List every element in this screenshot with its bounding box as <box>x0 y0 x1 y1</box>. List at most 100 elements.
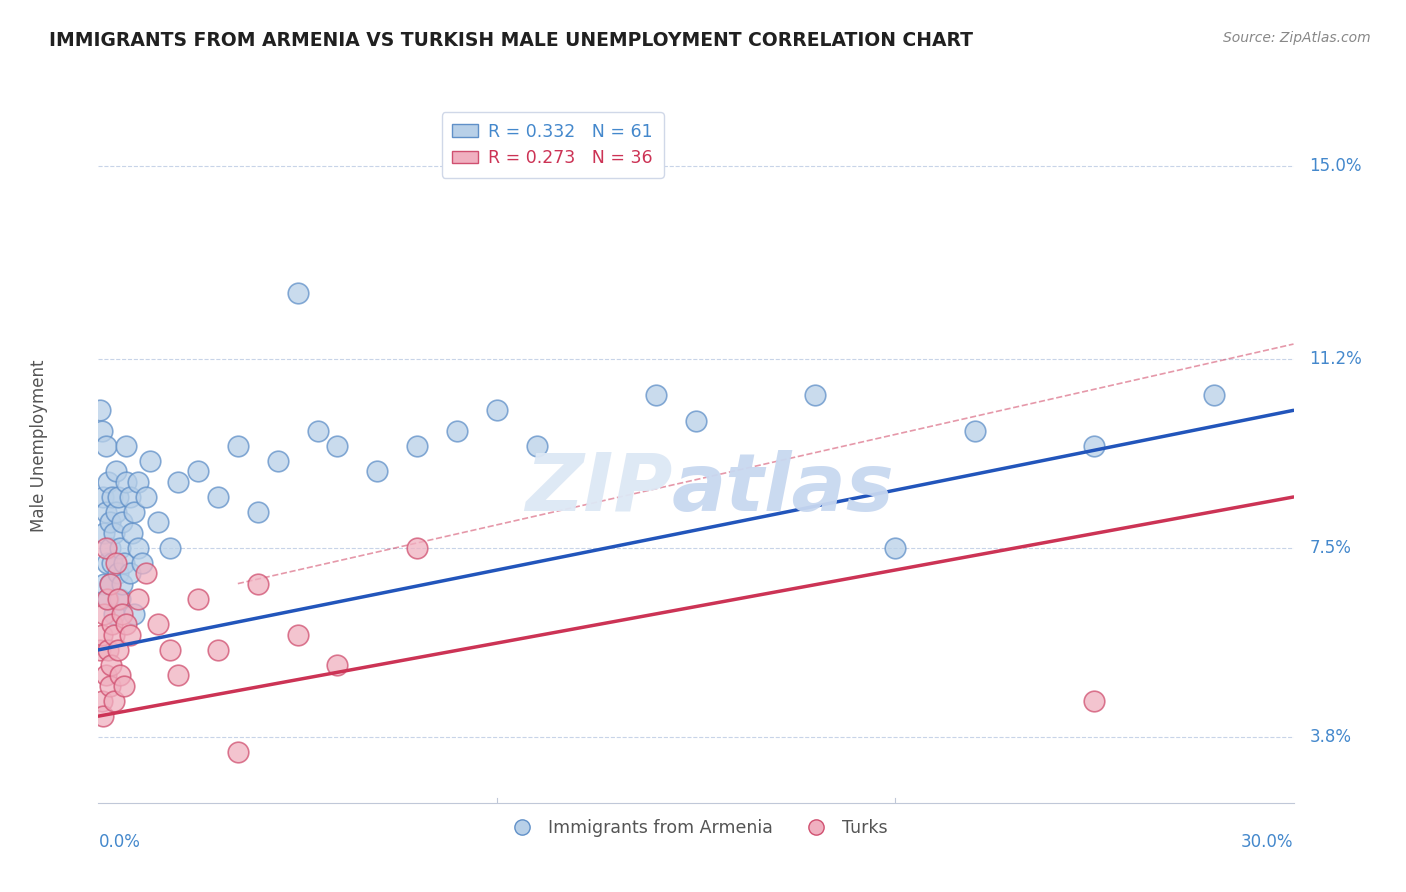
Point <box>287 627 309 641</box>
Point <box>105 465 128 479</box>
Point <box>267 454 290 468</box>
Point <box>226 745 249 759</box>
Point <box>98 541 121 555</box>
Text: ZIP: ZIP <box>524 450 672 528</box>
Legend: Immigrants from Armenia, Turks: Immigrants from Armenia, Turks <box>498 813 894 844</box>
Point <box>101 490 124 504</box>
Point <box>187 465 209 479</box>
Point <box>98 576 122 591</box>
Point <box>326 658 349 673</box>
Point <box>406 439 429 453</box>
Point <box>112 679 135 693</box>
Point <box>103 627 125 641</box>
Point <box>485 403 508 417</box>
Point <box>110 668 132 682</box>
Point <box>326 439 349 453</box>
Point <box>96 591 118 606</box>
Point <box>107 566 129 581</box>
Point <box>96 541 118 555</box>
Point <box>804 388 827 402</box>
Text: Male Unemployment: Male Unemployment <box>30 359 48 533</box>
Point <box>101 556 124 570</box>
Point <box>90 694 112 708</box>
Point <box>91 424 114 438</box>
Point <box>107 591 129 606</box>
Point <box>103 607 125 622</box>
Point <box>111 516 134 530</box>
Point <box>96 505 118 519</box>
Text: 11.2%: 11.2% <box>1309 351 1362 368</box>
Point <box>148 516 170 530</box>
Point <box>110 591 132 606</box>
Point <box>167 475 190 489</box>
Point <box>105 556 128 570</box>
Point <box>98 576 122 591</box>
Point <box>107 490 129 504</box>
Point <box>135 490 157 504</box>
Text: 15.0%: 15.0% <box>1309 157 1362 175</box>
Point <box>98 516 122 530</box>
Text: Source: ZipAtlas.com: Source: ZipAtlas.com <box>1223 31 1371 45</box>
Point <box>89 403 111 417</box>
Point <box>645 388 668 402</box>
Point <box>115 475 138 489</box>
Point <box>105 505 128 519</box>
Text: atlas: atlas <box>672 450 894 528</box>
Text: IMMIGRANTS FROM ARMENIA VS TURKISH MALE UNEMPLOYMENT CORRELATION CHART: IMMIGRANTS FROM ARMENIA VS TURKISH MALE … <box>49 31 973 50</box>
Point <box>127 591 149 606</box>
Point <box>101 617 124 632</box>
Point <box>124 505 146 519</box>
Point <box>120 627 142 641</box>
Point <box>226 439 249 453</box>
Point <box>246 576 269 591</box>
Point <box>446 424 468 438</box>
Point <box>93 576 115 591</box>
Point <box>97 591 120 606</box>
Point <box>100 658 122 673</box>
Point <box>115 439 138 453</box>
Point <box>121 525 143 540</box>
Point <box>685 413 707 427</box>
Point <box>159 541 181 555</box>
Point <box>96 556 118 570</box>
Point <box>187 591 209 606</box>
Point <box>159 643 181 657</box>
Point <box>91 627 114 641</box>
Point <box>91 490 114 504</box>
Point <box>526 439 548 453</box>
Point <box>139 454 162 468</box>
Text: 30.0%: 30.0% <box>1241 833 1294 851</box>
Text: 0.0%: 0.0% <box>98 833 141 851</box>
Text: 7.5%: 7.5% <box>1309 539 1351 557</box>
Point <box>1083 439 1105 453</box>
Point <box>131 556 153 570</box>
Point <box>110 541 132 555</box>
Point <box>120 490 142 504</box>
Point <box>97 475 120 489</box>
Point <box>120 566 142 581</box>
Point <box>93 607 115 622</box>
Point <box>91 709 114 723</box>
Point <box>97 643 120 657</box>
Point <box>148 617 170 632</box>
Point <box>103 694 125 708</box>
Point <box>94 668 117 682</box>
Point <box>307 424 329 438</box>
Point <box>127 475 149 489</box>
Point <box>103 525 125 540</box>
Point <box>1083 694 1105 708</box>
Point <box>112 556 135 570</box>
Point <box>98 679 121 693</box>
Point <box>167 668 190 682</box>
Point <box>884 541 907 555</box>
Point <box>207 643 229 657</box>
Point <box>93 525 115 540</box>
Point <box>124 607 146 622</box>
Point <box>406 541 429 555</box>
Point <box>207 490 229 504</box>
Point <box>89 643 111 657</box>
Point <box>246 505 269 519</box>
Point <box>127 541 149 555</box>
Point <box>287 286 309 301</box>
Point <box>107 643 129 657</box>
